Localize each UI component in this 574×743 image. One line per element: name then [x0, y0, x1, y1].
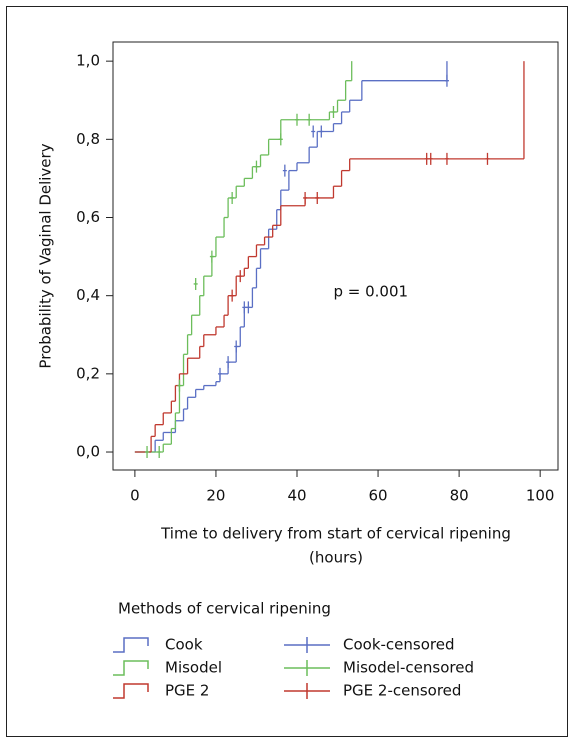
x-axis-label: Time to delivery from start of cervical … [160, 525, 511, 543]
censor-mark [254, 160, 259, 173]
y-tick-label: 0,0 [76, 443, 100, 461]
censor-mark [234, 340, 239, 353]
censor-mark [217, 367, 222, 380]
censor-mark [193, 277, 198, 290]
y-tick-label: 1,0 [76, 52, 100, 70]
censor-mark [303, 191, 308, 204]
y-tick-label: 0,8 [76, 130, 100, 148]
x-tick-label: 100 [526, 487, 555, 505]
legend-label: PGE 2-censored [343, 682, 461, 700]
censor-mark [311, 125, 316, 138]
y-tick-label: 0,2 [76, 364, 100, 382]
x-tick-label: 60 [369, 487, 388, 505]
x-tick-label: 0 [130, 487, 140, 505]
x-tick-label: 40 [287, 487, 306, 505]
legend-icon [113, 683, 149, 699]
censor-mark [444, 74, 449, 87]
censor-mark [315, 191, 320, 204]
x-tick-label: 20 [206, 487, 225, 505]
censor-mark [485, 152, 490, 165]
x-tick-label: 80 [450, 487, 469, 505]
legend-label: PGE 2 [165, 682, 209, 700]
legend-icon [113, 660, 149, 676]
legend-label: Cook [165, 636, 203, 654]
legend-icon [113, 637, 149, 653]
censor-mark [282, 164, 287, 177]
censor-mark [428, 152, 433, 165]
frame [6, 6, 568, 737]
legend-icon [284, 637, 330, 653]
censor-mark [157, 446, 162, 459]
censor-mark [226, 356, 231, 369]
censor-mark [331, 105, 336, 118]
censor-mark [246, 301, 251, 314]
censor-mark [242, 301, 247, 314]
censor-mark [177, 379, 182, 392]
x-axis-label: (hours) [309, 549, 363, 567]
y-tick-label: 0,4 [76, 286, 100, 304]
legend-label: Misodel-censored [343, 659, 474, 677]
y-axis-label: Probability of Vaginal Delivery [37, 143, 55, 368]
censor-mark [278, 133, 283, 146]
censor-mark [209, 250, 214, 263]
annotation: p = 0.001 [333, 282, 408, 300]
censor-mark [294, 113, 299, 126]
censor-mark [238, 270, 243, 283]
censor-mark [319, 125, 324, 138]
censor-mark [444, 152, 449, 165]
legend-label: Cook-censored [343, 636, 455, 654]
plot-area [112, 41, 559, 471]
censor-mark [307, 113, 312, 126]
censor-mark [230, 289, 235, 302]
legend-title: Methods of cervical ripening [118, 600, 331, 618]
censor-mark [424, 152, 429, 165]
legend-icon [284, 683, 330, 699]
legend-label: Misodel [165, 659, 222, 677]
y-tick-label: 0,6 [76, 208, 100, 226]
censor-mark [230, 191, 235, 204]
censor-mark [145, 446, 150, 459]
legend-icon [284, 660, 330, 676]
